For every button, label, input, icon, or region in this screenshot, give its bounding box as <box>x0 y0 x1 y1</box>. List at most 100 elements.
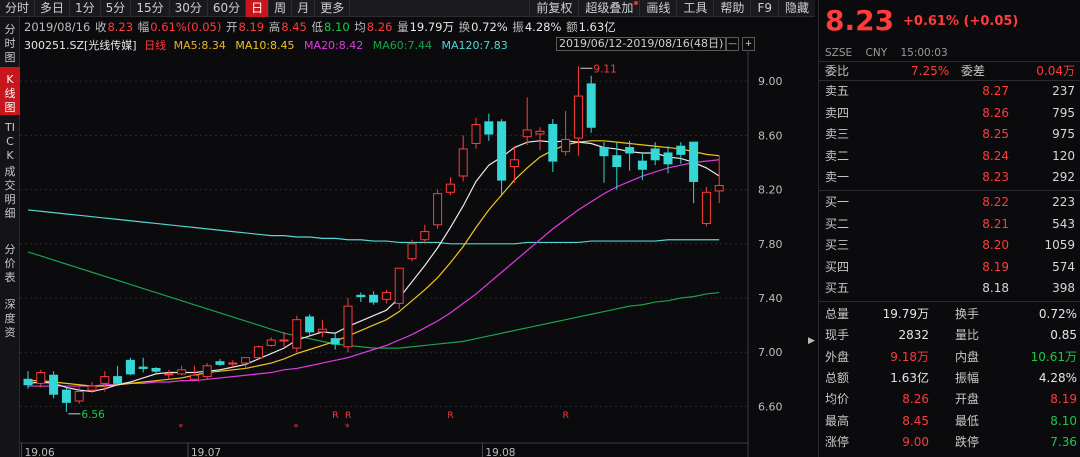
period-tab-8[interactable]: 周 <box>269 0 293 17</box>
candle-body <box>202 365 212 378</box>
period-tab-5[interactable]: 30分 <box>170 0 208 17</box>
candle-body <box>266 339 276 346</box>
view-tab-5[interactable]: 深度资 <box>0 292 20 457</box>
period-tab-7[interactable]: 日 <box>246 0 270 17</box>
stock-code: 300251.SZ <box>24 39 85 52</box>
stat-label: 内盘 <box>955 349 980 364</box>
ma120-line <box>27 209 720 245</box>
buy-order-price: 8.19 <box>982 259 1009 274</box>
view-tab-3[interactable]: 成交明细 <box>0 159 20 237</box>
toolbar-menu-0[interactable]: 前复权 <box>529 0 578 17</box>
vol-value: 19.79万 <box>409 20 454 34</box>
candle-body <box>381 292 391 300</box>
period-tab-1[interactable]: 多日 <box>35 0 71 17</box>
buy-order-label: 买二 <box>825 216 850 231</box>
period-tab-10[interactable]: 更多 <box>315 0 351 17</box>
event-marker: R <box>332 411 338 421</box>
stats-row: 外盘 9.18万 内盘 10.61万 <box>819 348 1080 366</box>
toolbar-menu-label: 工具 <box>683 0 708 15</box>
candle-body <box>573 95 583 139</box>
quote-summary-row: 2019/08/16 收8.23 幅0.61%(0.05) 开8.19 高8.4… <box>24 19 814 35</box>
buy-order-volume: 223 <box>1052 195 1075 209</box>
event-marker: R <box>563 411 569 421</box>
stock-name: [光线传媒] <box>84 39 137 52</box>
view-tab-label: 分时图 <box>4 23 16 64</box>
candle-body <box>49 374 59 395</box>
view-tab-4[interactable]: 分价表 <box>0 237 20 292</box>
stat-label: 现手 <box>825 328 850 343</box>
period-tab-3[interactable]: 5分 <box>101 0 132 17</box>
candle-body <box>586 83 596 128</box>
stat-value: 9.00 <box>902 434 929 449</box>
divider <box>819 80 1080 81</box>
quote-panel: 8.23 +0.61% (+0.05) SZSE CNY 15:00:03 委比… <box>818 0 1080 457</box>
divider <box>819 190 1080 191</box>
candle-body <box>215 361 225 365</box>
last-price: 8.23 <box>825 4 895 37</box>
pct-value: 0.61%(0.05) <box>150 20 222 34</box>
toolbar-menu-label: 隐藏 <box>784 0 809 15</box>
stats-row: 均价 8.26 开盘 8.19 <box>819 390 1080 408</box>
pct-label: 幅 <box>137 20 150 34</box>
candle-body <box>330 338 340 345</box>
period-tab-6[interactable]: 60分 <box>208 0 247 17</box>
sell-order-label: 卖五 <box>825 84 850 98</box>
sell-order-volume: 237 <box>1052 84 1075 98</box>
amp-label: 振 <box>512 20 524 34</box>
stat-value: 8.19 <box>1050 392 1077 407</box>
candle-body <box>138 366 148 369</box>
toolbar-menu-4[interactable]: 帮助 <box>713 0 750 17</box>
view-tab-2[interactable]: TICK <box>0 115 20 162</box>
candle-body <box>292 319 302 349</box>
candle-body <box>164 373 174 376</box>
wb-label: 委比 <box>825 64 850 78</box>
buy-order-label: 买一 <box>825 195 850 209</box>
toolbar-menu-6[interactable]: 隐藏 <box>777 0 815 17</box>
candlestick-chart[interactable]: 9.00 8.60 8.20 7.80 7.40 7.00 6.60 19.06 19.07 19… <box>20 50 815 457</box>
amt-label: 额 <box>566 20 578 34</box>
open-label: 开 <box>226 20 238 34</box>
zoom-in-button[interactable]: + <box>742 37 755 51</box>
toolbar-right-menu: 前复权 超级叠加 画线 工具 帮助 F9 隐藏 <box>529 0 815 17</box>
toolbar-menu-5[interactable]: F9 <box>750 0 778 17</box>
candle-body <box>253 346 263 359</box>
candle-body <box>74 391 84 402</box>
view-tab-label: TICK <box>5 121 15 162</box>
buy-order-row: 买五 8.18 398 <box>819 279 1080 297</box>
sell-order-price: 8.26 <box>982 105 1009 120</box>
wc-label: 委差 <box>961 64 986 78</box>
toolbar-menu-2[interactable]: 画线 <box>639 0 676 17</box>
sell-order-price: 8.25 <box>982 127 1009 141</box>
period-tab-2[interactable]: 1分 <box>70 0 101 17</box>
amt-value: 1.63亿 <box>578 20 616 34</box>
candle-body <box>625 147 635 154</box>
buy-order-label: 买五 <box>825 281 850 295</box>
sell-order-label: 卖四 <box>825 105 850 120</box>
toolbar-menu-1[interactable]: 超级叠加 <box>578 0 639 17</box>
panel-toggle-icon[interactable]: ▶ <box>808 336 815 346</box>
quote-date: 2019/08/16 <box>24 20 91 34</box>
period-tab-9[interactable]: 月 <box>292 0 316 17</box>
buy-order-row: 买四 8.19 574 <box>819 258 1080 276</box>
toolbar-menu-3[interactable]: 工具 <box>676 0 713 17</box>
sell-order-volume: 120 <box>1052 148 1075 163</box>
sell-order-row: 卖一 8.23 292 <box>819 168 1080 186</box>
candle-body <box>445 183 455 193</box>
date-range-label[interactable]: 2019/06/12-2019/08/16(48日) <box>556 37 727 51</box>
toolbar-menu-label: 画线 <box>646 0 671 15</box>
y-tick-label: 7.40 <box>758 292 783 305</box>
low-annotation: 6.56 <box>81 409 105 421</box>
stat-label: 涨停 <box>825 434 850 449</box>
period-tab-0[interactable]: 分时 <box>0 0 36 17</box>
sell-order-price: 8.23 <box>982 170 1009 184</box>
zoom-out-button[interactable]: — <box>726 37 739 51</box>
candle-body <box>420 231 430 241</box>
stat-value: 1.63亿 <box>890 370 929 385</box>
view-tab-0[interactable]: 分时图 <box>0 17 20 67</box>
stat-value: 2832 <box>898 328 929 343</box>
period-tab-4[interactable]: 15分 <box>131 0 170 17</box>
buy-order-volume: 574 <box>1052 259 1075 274</box>
view-tab-1[interactable]: K线图 <box>0 67 20 115</box>
quote-time: 15:00:03 <box>900 47 948 59</box>
candle-body <box>343 305 353 348</box>
